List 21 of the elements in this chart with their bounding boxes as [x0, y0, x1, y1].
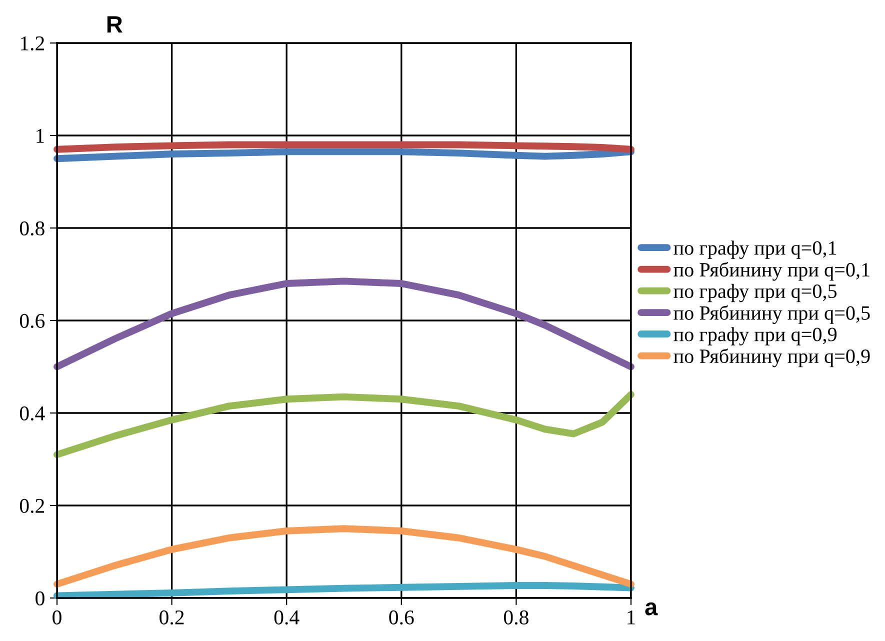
- x-axis-title: a: [645, 602, 658, 616]
- y-tick-label: 0: [36, 591, 44, 606]
- legend-label: по Рябинину при q=0,5: [674, 305, 870, 324]
- y-tick-label: 1: [36, 128, 44, 143]
- x-tick-label: 0.4: [274, 610, 300, 625]
- legend-label: по графу при q=0,9: [674, 327, 837, 346]
- x-tick-label: 0.2: [160, 610, 184, 625]
- y-tick-label: 0.2: [20, 498, 44, 514]
- y-axis-title: R: [107, 16, 122, 33]
- x-tick-label: 0: [52, 610, 62, 624]
- x-tick-label: 0.6: [389, 610, 414, 625]
- y-tick-label: 0.8: [20, 221, 44, 236]
- legend-label: по Рябинину при q=0,9: [674, 348, 870, 368]
- legend-label: по графу при q=0,5: [674, 284, 837, 302]
- y-tick-label: 1.2: [20, 36, 44, 51]
- x-tick-label: 1: [628, 610, 635, 624]
- y-tick-label: 0.6: [20, 314, 45, 328]
- legend-label: по Рябинину при q=0,1: [674, 262, 870, 281]
- legend-label: по графу при q=0,1: [674, 240, 836, 259]
- y-tick-label: 0.4: [20, 406, 45, 421]
- x-tick-label: 0.8: [504, 610, 528, 625]
